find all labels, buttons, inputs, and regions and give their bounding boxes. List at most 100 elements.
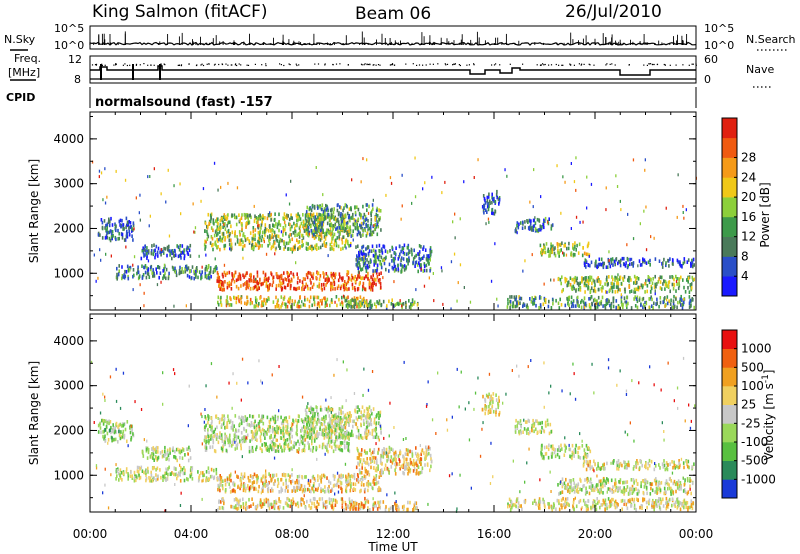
heatmap-cell	[347, 295, 349, 300]
heatmap-cell	[189, 448, 191, 452]
heatmap-cell	[627, 258, 629, 262]
heatmap-cell	[357, 256, 359, 260]
heatmap-cell	[111, 438, 113, 443]
heatmap-cell	[152, 274, 154, 278]
heatmap-cell	[174, 455, 176, 459]
heatmap-cell	[589, 278, 592, 282]
heatmap-cell	[321, 298, 323, 303]
heatmap-cell	[369, 414, 371, 419]
heatmap-cell	[345, 296, 348, 301]
heatmap-cell	[323, 436, 326, 440]
heatmap-cell	[141, 274, 144, 279]
heatmap-cell	[315, 445, 317, 450]
heatmap-cell	[290, 216, 292, 220]
heatmap-cell	[307, 419, 310, 424]
heatmap-cell	[306, 418, 308, 423]
heatmap-cell	[414, 264, 416, 268]
heatmap-cell	[532, 205, 534, 209]
heatmap-cell	[174, 249, 176, 254]
heatmap-cell	[287, 274, 289, 279]
heatmap-cell	[324, 243, 326, 248]
heatmap-cell	[148, 476, 150, 480]
heatmap-cell	[186, 273, 189, 278]
heatmap-cell	[359, 295, 362, 299]
heatmap-cell	[394, 267, 397, 272]
heatmap-cell	[146, 254, 148, 258]
heatmap-cell	[602, 261, 604, 266]
heatmap-cell	[388, 299, 390, 304]
heatmap-cell	[318, 285, 320, 289]
heatmap-cell	[242, 283, 245, 287]
heatmap-cell	[362, 250, 365, 254]
heatmap-cell	[226, 295, 228, 299]
nave-point	[254, 63, 256, 65]
heatmap-cell	[539, 224, 542, 229]
heatmap-cell	[220, 433, 223, 437]
heatmap-cell	[108, 419, 110, 424]
heatmap-cell	[119, 422, 122, 427]
heatmap-cell	[166, 477, 168, 481]
heatmap-cell	[491, 195, 493, 200]
heatmap-cell	[638, 285, 641, 290]
heatmap-cell	[299, 279, 301, 283]
heatmap-cell	[215, 265, 217, 269]
heatmap-cell	[352, 212, 354, 217]
heatmap-cell	[341, 441, 344, 445]
heatmap-cell	[216, 276, 219, 281]
heatmap-cell	[354, 288, 356, 292]
heatmap-cell	[225, 434, 228, 439]
nave-point	[454, 63, 456, 65]
heatmap-cell	[243, 275, 245, 279]
heatmap-cell	[352, 238, 354, 242]
heatmap-cell	[287, 271, 290, 276]
heatmap-cell	[250, 272, 252, 277]
heatmap-cell	[168, 234, 171, 238]
heatmap-cell	[395, 302, 398, 306]
heatmap-cell	[483, 206, 485, 210]
heatmap-cell	[520, 221, 522, 225]
heatmap-cell	[608, 250, 610, 254]
nave-point	[280, 64, 282, 66]
heatmap-cell	[307, 229, 309, 233]
heatmap-cell	[599, 262, 602, 267]
heatmap-cell	[375, 427, 377, 431]
heatmap-cell	[157, 455, 160, 460]
heatmap-cell	[530, 299, 533, 304]
heatmap-cell	[240, 296, 242, 301]
heatmap-cell	[223, 270, 226, 275]
heatmap-cell	[316, 432, 319, 436]
heatmap-cell	[296, 223, 298, 228]
heatmap-cell	[565, 253, 568, 257]
heatmap-cell	[129, 426, 131, 430]
heatmap-cell	[425, 263, 428, 268]
heatmap-cell	[568, 303, 570, 307]
heatmap-cell	[155, 445, 158, 450]
heatmap-cell	[357, 230, 360, 234]
nave-point	[453, 63, 455, 65]
heatmap-cell	[319, 206, 322, 210]
heatmap-cell	[386, 304, 388, 308]
heatmap-cell	[357, 217, 360, 222]
heatmap-cell	[297, 247, 299, 251]
heatmap-cell	[304, 285, 306, 289]
heatmap-cell	[221, 417, 223, 422]
heatmap-cell	[221, 436, 223, 441]
heatmap-cell	[261, 443, 263, 447]
heatmap-cell	[376, 268, 378, 273]
nave-point	[445, 64, 447, 66]
heatmap-cell	[522, 304, 524, 308]
heatmap-cell	[645, 248, 648, 252]
heatmap-cell	[229, 419, 232, 423]
heatmap-cell	[407, 243, 410, 248]
heatmap-cell	[295, 418, 297, 423]
heatmap-cell	[120, 224, 122, 229]
heatmap-cell	[321, 422, 323, 427]
heatmap-cell	[338, 424, 341, 428]
heatmap-cell	[543, 282, 545, 286]
heatmap-cell	[278, 239, 281, 244]
heatmap-cell	[557, 250, 559, 255]
heatmap-cell	[210, 437, 212, 441]
heatmap-cell	[267, 243, 269, 248]
heatmap-cell	[596, 279, 599, 283]
heatmap-cell	[691, 275, 694, 280]
